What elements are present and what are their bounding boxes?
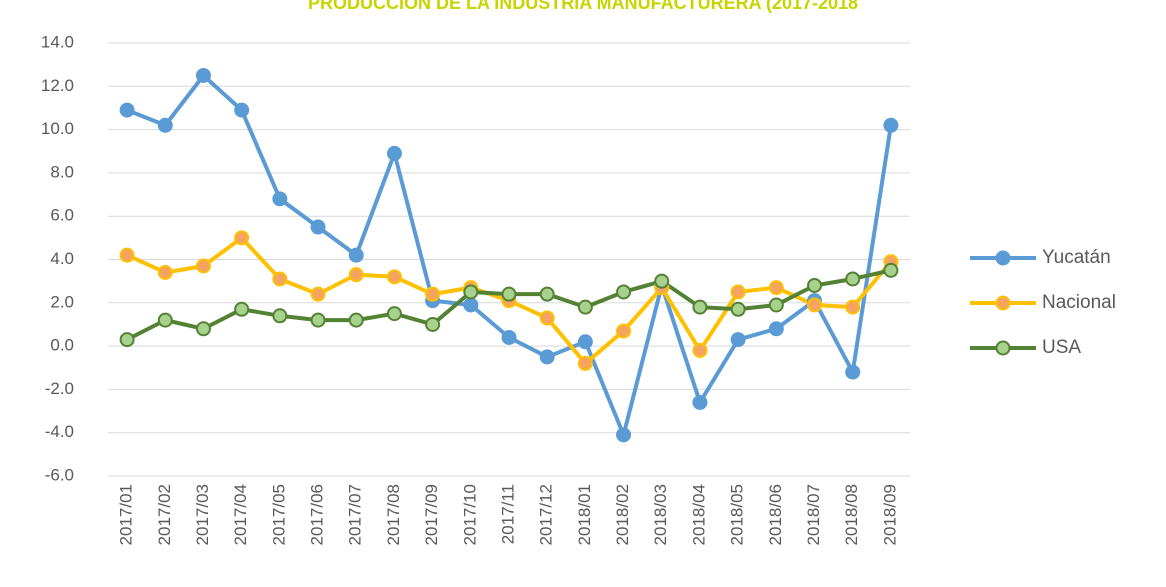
- y-tick-label: -4.0: [45, 422, 74, 441]
- point: [310, 312, 326, 328]
- x-tick-label: 2017/12: [537, 484, 556, 545]
- point: [119, 247, 135, 263]
- x-tick-label: 2018/08: [842, 484, 861, 545]
- y-tick-label: 4.0: [50, 249, 74, 268]
- x-tick-label: 2017/09: [422, 484, 441, 545]
- x-tick-label: 2018/04: [689, 484, 708, 545]
- point: [272, 191, 288, 207]
- point: [807, 297, 823, 313]
- point: [501, 286, 517, 302]
- x-tick-label: 2018/03: [651, 484, 670, 545]
- point: [195, 67, 211, 83]
- point: [386, 145, 402, 161]
- point: [768, 297, 784, 313]
- point: [539, 310, 555, 326]
- point: [234, 102, 250, 118]
- point: [463, 297, 479, 313]
- point: [386, 306, 402, 322]
- y-tick-label: 10.0: [41, 119, 74, 138]
- point: [539, 286, 555, 302]
- x-tick-label: 2018/02: [613, 484, 632, 545]
- point: [807, 277, 823, 293]
- point: [654, 273, 670, 289]
- y-tick-label: 0.0: [50, 336, 74, 355]
- point: [119, 332, 135, 348]
- y-tick-label: 14.0: [41, 32, 74, 51]
- point: [348, 312, 364, 328]
- point: [616, 427, 632, 443]
- point: [616, 284, 632, 300]
- x-tick-label: 2018/07: [804, 484, 823, 545]
- y-tick-label: -2.0: [45, 379, 74, 398]
- x-tick-label: 2017/03: [193, 484, 212, 545]
- legend-label: Nacional: [1042, 292, 1116, 313]
- point: [730, 284, 746, 300]
- point: [845, 364, 861, 380]
- point: [272, 271, 288, 287]
- x-tick-label: 2017/08: [384, 484, 403, 545]
- point: [616, 323, 632, 339]
- point: [234, 230, 250, 246]
- point: [692, 342, 708, 358]
- x-tick-label: 2017/05: [269, 484, 288, 545]
- point: [845, 271, 861, 287]
- legend-marker: [995, 340, 1011, 356]
- x-tick-label: 2017/06: [308, 484, 327, 545]
- point: [195, 258, 211, 274]
- x-tick-label: 2018/05: [728, 484, 747, 545]
- y-tick-label: 8.0: [50, 162, 74, 181]
- point: [310, 286, 326, 302]
- legend-marker: [995, 295, 1011, 311]
- point: [577, 334, 593, 350]
- point: [692, 299, 708, 315]
- legend-label: Yucatán: [1042, 247, 1111, 268]
- point: [692, 394, 708, 410]
- x-tick-label: 2017/01: [117, 484, 136, 545]
- legend-marker: [995, 250, 1011, 266]
- point: [386, 269, 402, 285]
- point: [501, 329, 517, 345]
- point: [883, 117, 899, 133]
- point: [348, 267, 364, 283]
- point: [157, 264, 173, 280]
- legend-label: USA: [1042, 337, 1081, 358]
- point: [883, 262, 899, 278]
- x-tick-label: 2017/10: [460, 484, 479, 545]
- point: [195, 321, 211, 337]
- y-tick-label: 2.0: [50, 292, 74, 311]
- point: [425, 316, 441, 332]
- y-tick-label: 12.0: [41, 76, 74, 95]
- point: [157, 117, 173, 133]
- point: [425, 286, 441, 302]
- point: [845, 299, 861, 315]
- x-tick-label: 2017/11: [498, 484, 517, 544]
- x-tick-label: 2017/07: [346, 484, 365, 545]
- point: [768, 280, 784, 296]
- chart-title: PRODUCCIÓN DE LA INDUSTRIA MANUFACTURERA…: [308, 0, 858, 13]
- point: [272, 308, 288, 324]
- y-tick-label: 6.0: [50, 206, 74, 225]
- point: [119, 102, 135, 118]
- x-tick-label: 2017/04: [231, 484, 250, 545]
- point: [577, 355, 593, 371]
- point: [157, 312, 173, 328]
- point: [730, 332, 746, 348]
- point: [539, 349, 555, 365]
- x-tick-label: 2017/02: [155, 484, 174, 545]
- point: [234, 301, 250, 317]
- point: [577, 299, 593, 315]
- y-tick-label: -6.0: [45, 465, 74, 484]
- point: [310, 219, 326, 235]
- x-tick-label: 2018/09: [880, 484, 899, 545]
- point: [463, 284, 479, 300]
- point: [348, 247, 364, 263]
- point: [768, 321, 784, 337]
- x-tick-label: 2018/01: [575, 484, 594, 545]
- point: [730, 301, 746, 317]
- x-tick-label: 2018/06: [766, 484, 785, 545]
